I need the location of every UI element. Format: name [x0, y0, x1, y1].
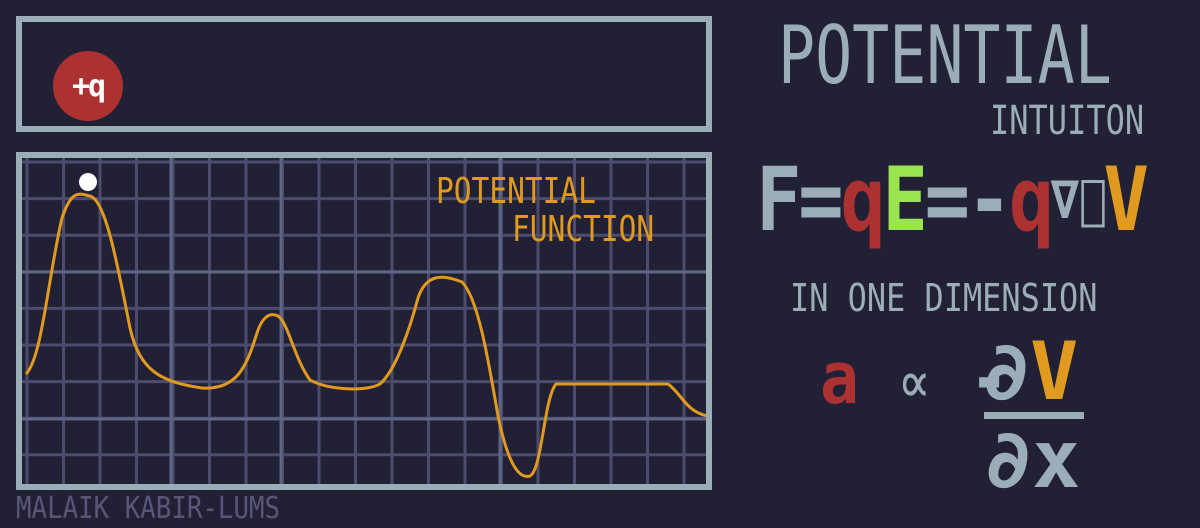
- potential-curve: [24, 192, 706, 478]
- minus-sign: -: [966, 148, 1013, 251]
- force-symbol: F: [756, 148, 802, 251]
- graph-title-line-1: POTENTIAL: [436, 171, 596, 212]
- page-title: POTENTIAL: [778, 9, 1112, 102]
- acceleration-lhs: a ∝ -: [820, 336, 1009, 425]
- charge-symbol-2: q: [1008, 148, 1055, 251]
- field-symbol: E: [882, 148, 928, 251]
- potential-graph-panel: POTENTIAL FUNCTION: [16, 152, 712, 490]
- author-credit: MALAIK KABIR-LUMS: [16, 491, 281, 526]
- equals-sign: =: [798, 148, 844, 251]
- equals-sign-2: =: [924, 148, 971, 251]
- proportional-icon: ∝: [898, 348, 931, 418]
- charge-symbol: q: [840, 148, 886, 251]
- charge-panel: +q: [16, 16, 712, 132]
- potential-graph: [22, 158, 706, 484]
- particle-marker: [79, 173, 97, 191]
- acceleration-symbol: a: [820, 336, 860, 420]
- force-equation: F=qE=-q∇⃗V: [756, 148, 1149, 251]
- graph-grid: [22, 158, 706, 484]
- gradient-icon: ∇⃗: [1050, 168, 1107, 231]
- potential-symbol-2: V: [1030, 325, 1079, 418]
- graph-title-line-2: FUNCTION: [512, 209, 655, 250]
- charge-particle[interactable]: +q: [53, 51, 123, 121]
- page-subtitle: INTUITON: [990, 98, 1145, 144]
- derivative-denominator: ∂x: [984, 413, 1081, 506]
- derivative-numerator: ∂V: [982, 328, 1078, 416]
- minus-sign-2: -: [969, 336, 1009, 420]
- potential-symbol: V: [1103, 148, 1149, 251]
- partial-icon: ∂: [982, 325, 1031, 418]
- fraction-bar: [984, 412, 1084, 419]
- dimension-label: IN ONE DIMENSION: [790, 276, 1098, 320]
